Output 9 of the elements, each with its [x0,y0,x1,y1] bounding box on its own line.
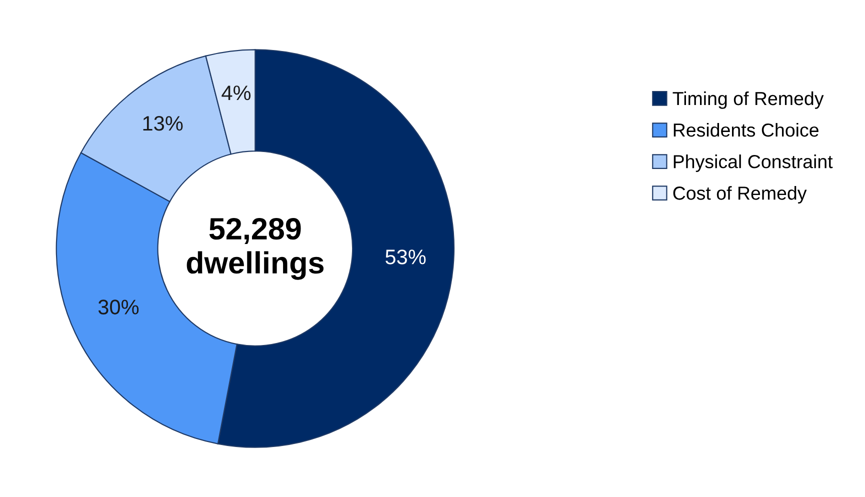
data-label: 53% [386,250,426,264]
legend-label: Timing of Remedy [672,91,824,109]
data-label: 13% [143,116,183,131]
legend-label: Physical Constraint [674,154,833,172]
legend-label: Residents Choice [674,122,818,137]
data-label: 30% [98,300,139,314]
data-label: 4% [222,86,251,100]
text: 52,289 dwellings [186,218,324,280]
legend-label: Cost of Remedy [673,186,807,204]
